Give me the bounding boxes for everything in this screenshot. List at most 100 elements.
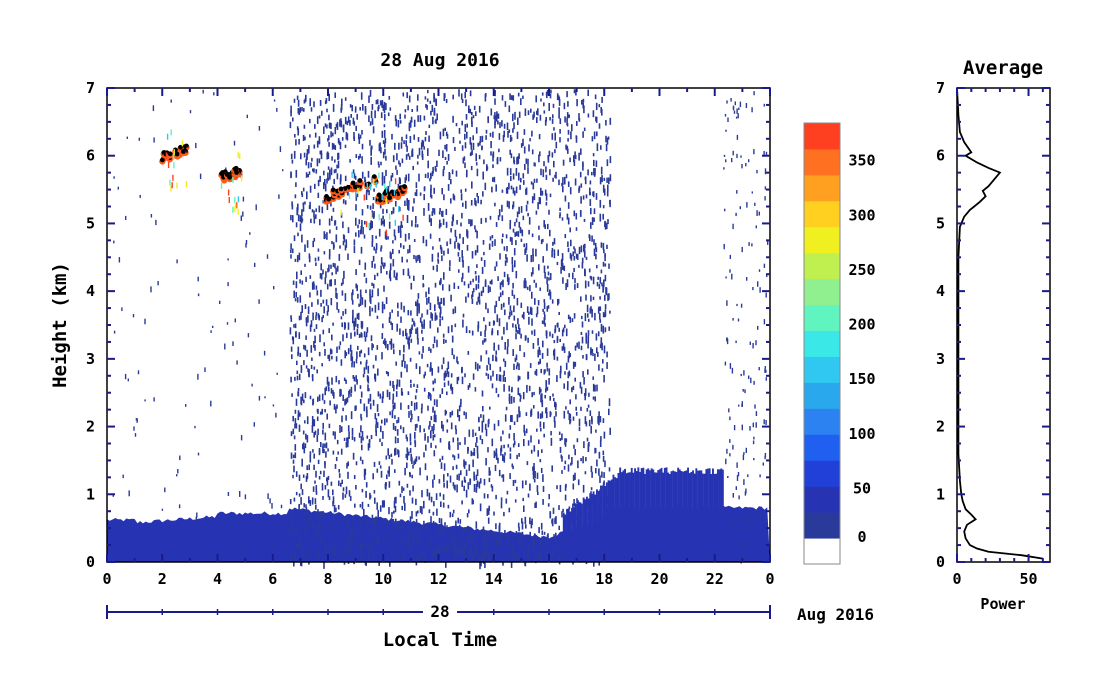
scatter-point [542,256,544,263]
scatter-point [364,336,367,342]
scatter-point [458,548,460,554]
scatter-point [444,409,447,416]
scatter-point [737,472,740,477]
scatter-point [327,268,329,273]
scatter-point [509,219,512,224]
scatter-point [330,201,332,207]
scatter-point [415,189,418,197]
scatter-point [295,491,298,496]
scatter-point [601,96,603,103]
scatter-point [452,509,455,514]
scatter-point [563,465,566,470]
scatter-point [736,475,739,481]
scatter-point [608,398,611,407]
scatter-point [384,148,386,155]
scatter-point [394,425,397,432]
scatter-point [740,556,742,561]
scatter-point [380,112,383,119]
scatter-point [377,413,380,417]
scatter-point [496,374,498,381]
scatter-point [423,319,425,327]
scatter-point [365,193,368,201]
scatter-point [461,99,464,103]
scatter-point [326,310,329,316]
scatter-point [298,474,301,481]
scatter-point [346,397,349,403]
scatter-point [595,429,597,433]
scatter-point [340,482,342,487]
scatter-point [471,116,473,125]
scatter-point [305,335,307,340]
scatter-point [364,176,366,182]
scatter-point [514,111,516,120]
scatter-point [582,98,585,103]
scatter-point [729,254,731,259]
cloud-halo [373,178,375,185]
scatter-point [731,273,733,280]
scatter-point [409,448,412,453]
scatter-point [291,248,294,254]
scatter-point [569,227,571,233]
scatter-point [464,142,467,149]
scatter-point [345,398,348,405]
scatter-point [578,113,580,121]
scatter-point [546,276,548,285]
scatter-point [573,267,575,272]
scatter-point [530,307,533,316]
scatter-point [401,505,403,511]
scatter-point [465,489,468,498]
scatter-point [487,494,489,499]
scatter-point [344,116,347,125]
scatter-point [410,453,412,461]
scatter-point [502,279,504,288]
scatter-point [529,517,531,525]
cloud-halo [173,149,175,156]
scatter-point [359,299,362,307]
scatter-point [652,469,655,562]
scatter-point [477,142,479,147]
scatter-point [442,357,445,364]
scatter-point [468,219,470,224]
scatter-point [347,116,350,123]
scatter-point [738,495,740,500]
scatter-point [551,152,554,158]
scatter-point [323,251,326,255]
scatter-point [342,240,345,246]
scatter-point [368,553,370,559]
scatter-point [487,419,490,428]
scatter-point [593,239,595,246]
scatter-point [397,225,400,234]
scatter-point [333,178,335,185]
scatter-point [212,325,214,328]
scatter-point [444,370,447,378]
scatter-point [561,262,564,270]
scatter-point [397,302,399,309]
scatter-point [545,174,548,180]
scatter-point [549,291,552,300]
scatter-point [517,318,519,325]
scatter-point [330,349,333,354]
scatter-point [451,348,454,356]
scatter-point [358,259,361,266]
scatter-point [461,250,463,258]
scatter-point [301,489,304,495]
scatter-point [354,331,356,337]
scatter-point [512,349,514,357]
scatter-point [519,398,522,402]
scatter-point [421,321,423,327]
scatter-point [242,196,245,202]
scatter-point [297,388,300,392]
scatter-point [558,525,560,531]
scatter-point [442,150,444,159]
scatter-point [302,202,305,206]
scatter-point [443,545,446,552]
scatter-point [326,178,328,184]
scatter-point [604,263,607,267]
scatter-point [349,159,351,163]
scatter-point [574,278,576,284]
scatter-point [489,215,492,220]
colorbar-swatch [804,538,840,565]
scatter-point [414,424,417,431]
scatter-point [384,231,387,239]
scatter-point [369,289,371,296]
